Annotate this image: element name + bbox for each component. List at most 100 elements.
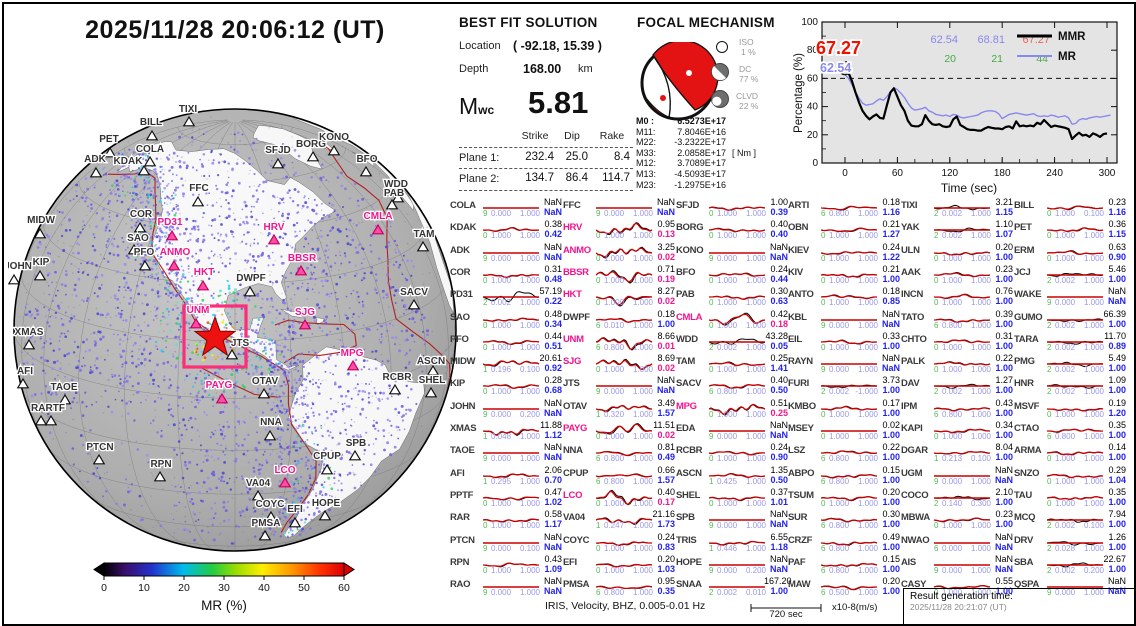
scale-value: 1.000 (519, 521, 540, 531)
x-axis-label: Time (sec) (941, 181, 997, 195)
waveform-trace (1046, 510, 1104, 530)
waveform-trace (595, 577, 653, 597)
station-name: RAYN (788, 356, 813, 368)
station-label: WDD (384, 179, 408, 190)
focal-header: FOCAL MECHANISM (637, 15, 775, 30)
scale-value: 1.000 (1083, 409, 1104, 419)
quality-flag: 0 (709, 365, 714, 375)
scale-value: 0.200 (745, 565, 766, 575)
station-name: COYC (563, 534, 590, 546)
weight-value: 1.000 (1055, 476, 1076, 486)
quality-flag: 0 (1047, 409, 1052, 419)
station-row: UNM 6 0.800 1.000 8.66 0.01 (563, 331, 675, 353)
weight-value: 1.000 (942, 432, 963, 441)
waveform-trace (708, 198, 766, 218)
station-row: RPN 0 1.000 1.000 0.43 1.09 (450, 554, 562, 576)
misfit-value: 1.00 (995, 273, 1013, 284)
waveform-trace (933, 354, 991, 374)
amplitude-value: NaN (543, 531, 562, 542)
scale-value: 1.000 (857, 365, 878, 375)
waveform-trace (1047, 287, 1104, 307)
quality-flag: 0 (483, 521, 488, 531)
misfit-value: 1.00 (995, 430, 1013, 440)
weight-value: 1.000 (604, 432, 625, 441)
weight-value: 0.000 (491, 454, 512, 464)
quality-flag: 9 (596, 209, 601, 218)
weight-value: 0.247 (604, 521, 625, 531)
misfit-value: 0.25 (770, 407, 788, 418)
misfit-value: NaN (769, 251, 788, 262)
quality-flag: 0 (934, 432, 939, 441)
amplitude-value: 0.24 (770, 442, 788, 453)
station-row: RCBR 0 1.000 1.000 0.24 0.90 (676, 442, 788, 464)
station-row: SJG 0 1.000 1.000 8.69 0.02 (563, 353, 675, 375)
station-label: KONO (319, 132, 349, 143)
station-row: UGM 9 0.000 1.000 NaN NaN (901, 465, 1013, 487)
amplitude-value: 0.43 (995, 397, 1013, 408)
misfit-value: 1.00 (770, 586, 788, 597)
waveform-trace (820, 332, 878, 352)
station-name: SACV (676, 378, 702, 390)
station-column: SFJD 0 1.000 1.000 1.00 0.39 BORG 0 1.000 1.000 0.… (676, 197, 792, 599)
waveform-trace (708, 265, 766, 285)
station-name: HOPE (676, 556, 702, 568)
quality-flag: 0 (821, 342, 826, 352)
misfit-value: 1.00 (882, 586, 900, 597)
quality-flag: 0 (821, 253, 826, 263)
weight-value: 0.425 (717, 476, 738, 486)
waveform-trace (483, 533, 540, 553)
weight-value: 1.000 (829, 298, 850, 308)
waveform-trace (595, 421, 653, 441)
station-triangle-icon (137, 164, 151, 176)
waveform-trace (595, 265, 653, 285)
quality-flag: 0 (821, 432, 826, 441)
waveform-trace (483, 243, 540, 263)
amplitude-value: 43.28 (765, 330, 788, 341)
station-row: TAOE 9 0.000 1.000 NaN NaN (450, 442, 562, 464)
quality-flag: 0 (821, 498, 826, 508)
waveform-trace (1046, 399, 1104, 419)
quality-flag: 0 (821, 409, 826, 419)
result-time-box: Result generation time: 2025/11/28 20:21… (903, 588, 1136, 625)
station-triangle-icon (191, 195, 205, 207)
waveform-trace (934, 265, 991, 285)
waveform-trace (708, 354, 766, 374)
quality-flag: 9 (483, 543, 488, 553)
scale-value: 1.000 (857, 432, 878, 441)
station-row: BBSR 0 1.000 1.000 0.71 0.19 (563, 264, 675, 286)
waveform-trace (483, 443, 540, 463)
station-triangle-icon (92, 453, 106, 465)
quality-flag: 0 (709, 409, 714, 419)
weight-value: 0.800 (829, 476, 850, 486)
scale-value: 0.100 (519, 365, 540, 375)
station-row: ERM 0 1.000 1.000 0.63 0.90 (1014, 242, 1126, 264)
weight-value: 0.002 (1055, 365, 1076, 375)
scale-value: 1.000 (857, 588, 878, 598)
misfit-value: 1.00 (882, 496, 900, 507)
waveform-trace (483, 577, 540, 597)
waveform-trace (1047, 421, 1104, 441)
station-row: TIXI 2 0.002 1.000 3.21 1.15 (901, 197, 1013, 219)
station-row: SHEL 0 1.000 1.000 0.37 1.01 (676, 487, 788, 509)
station-row: DAV 2 0.002 1.000 1.27 1.00 (901, 375, 1013, 397)
scale-value: 0.100 (970, 454, 991, 464)
station-name: SJG (563, 356, 582, 368)
quality-flag: 0 (596, 298, 601, 308)
station-name: BBSR (563, 266, 589, 278)
station-label: ASCN (417, 356, 445, 367)
svg-text:0: 0 (842, 168, 848, 179)
station-name: TARA (1014, 333, 1039, 345)
weight-value: 1.000 (604, 298, 625, 308)
amplitude-value: 0.18 (882, 197, 900, 207)
quality-flag: 0 (709, 320, 714, 330)
weight-value: 0.002 (1055, 275, 1076, 285)
misfit-value: 1.03 (657, 563, 675, 574)
amplitude-value: 0.95 (657, 576, 675, 587)
quality-flag: 0 (596, 498, 601, 508)
amplitude-value: 6.55 (770, 531, 788, 542)
clvd-label: CLVD (736, 91, 759, 101)
station-label: DWPF (236, 273, 265, 284)
svg-text:100: 100 (801, 17, 818, 28)
weight-value: 1.000 (604, 498, 625, 508)
scale-value: 1.000 (857, 298, 878, 308)
